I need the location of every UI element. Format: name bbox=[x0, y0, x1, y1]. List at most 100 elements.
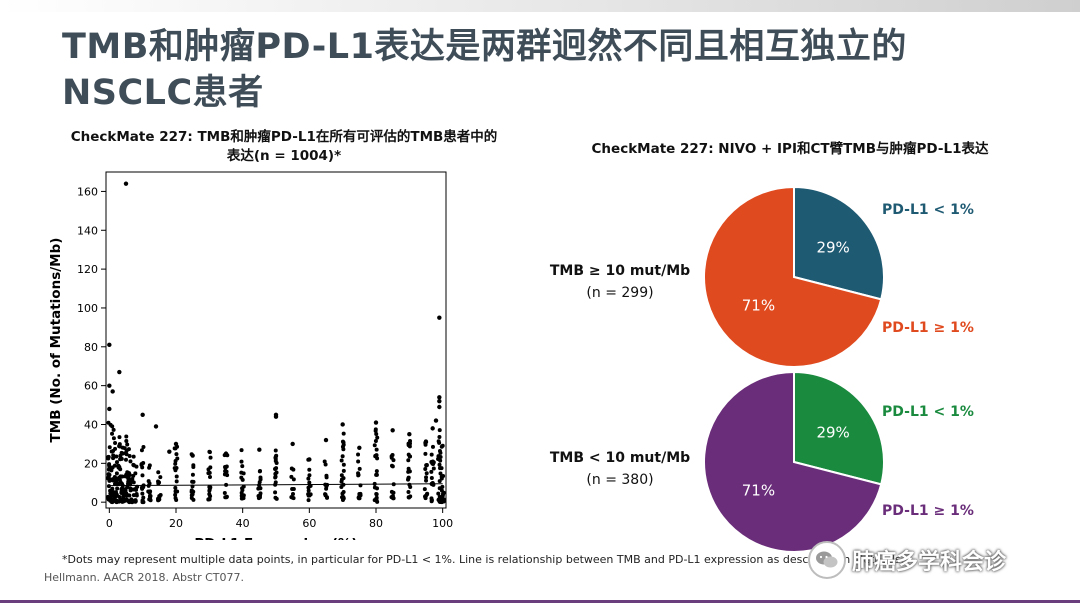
data-point bbox=[323, 492, 328, 497]
data-point bbox=[439, 444, 444, 449]
data-point bbox=[441, 499, 446, 504]
data-point bbox=[239, 448, 244, 453]
scatter-title: CheckMate 227: TMB和肿瘤PD-L1在所有可评估的TMB患者中的… bbox=[34, 128, 534, 166]
data-point bbox=[128, 459, 133, 464]
data-point bbox=[106, 496, 111, 501]
data-point bbox=[208, 465, 213, 470]
scatter-chart: 0 20 40 60 80 100 0 20 40 60 80 100 120 140 160 PD-L1 E… bbox=[48, 171, 453, 540]
data-point-outlier bbox=[190, 453, 195, 458]
data-point bbox=[437, 448, 442, 453]
data-point bbox=[436, 491, 441, 496]
data-point bbox=[139, 462, 144, 467]
data-point bbox=[114, 460, 119, 465]
data-point bbox=[140, 465, 145, 470]
data-point bbox=[110, 486, 115, 491]
data-point bbox=[110, 424, 115, 429]
data-point-outlier bbox=[437, 398, 442, 404]
watermark-text: 肺癌多学科会诊 bbox=[852, 550, 1007, 575]
data-point bbox=[174, 474, 179, 479]
data-point bbox=[339, 458, 344, 463]
wechat-icon bbox=[808, 541, 846, 579]
data-point bbox=[429, 452, 434, 457]
data-point bbox=[173, 485, 178, 490]
data-point bbox=[121, 494, 126, 499]
data-point bbox=[322, 459, 327, 464]
data-point bbox=[406, 469, 411, 474]
data-point bbox=[341, 489, 346, 494]
data-point-outlier bbox=[107, 406, 112, 412]
data-point-outlier bbox=[437, 395, 442, 400]
pie-slice bbox=[703, 370, 883, 553]
data-point bbox=[224, 494, 229, 499]
data-point bbox=[208, 494, 213, 499]
data-point bbox=[113, 490, 118, 495]
top-gradient-bar bbox=[0, 0, 1080, 12]
data-point bbox=[111, 453, 116, 458]
data-point bbox=[157, 497, 162, 502]
data-point bbox=[119, 456, 124, 461]
data-point bbox=[341, 468, 346, 473]
data-point bbox=[189, 489, 194, 494]
data-point bbox=[437, 462, 442, 467]
data-point bbox=[157, 494, 162, 499]
pie-slice-label: 29% bbox=[816, 424, 849, 442]
x-axis-label: PD-L1 Expression (%) bbox=[194, 536, 357, 540]
data-point bbox=[113, 479, 118, 484]
data-point bbox=[239, 459, 244, 464]
data-point bbox=[139, 448, 144, 453]
y-tick-label: 60 bbox=[84, 380, 98, 393]
data-point bbox=[291, 467, 296, 472]
y-tick-label: 160 bbox=[77, 185, 98, 198]
data-point bbox=[324, 484, 329, 489]
data-point bbox=[133, 487, 138, 492]
data-point bbox=[119, 490, 124, 495]
data-point bbox=[273, 480, 278, 485]
watermark: 肺癌多学科会诊 bbox=[808, 540, 1006, 580]
data-point bbox=[126, 447, 131, 452]
citation: Hellmann. AACR 2018. Abstr CT077. bbox=[44, 571, 244, 584]
data-point bbox=[373, 438, 378, 443]
data-point bbox=[131, 454, 136, 459]
data-point bbox=[119, 450, 124, 455]
data-point bbox=[341, 431, 346, 436]
data-point bbox=[441, 491, 446, 496]
data-point bbox=[174, 479, 179, 484]
data-point bbox=[222, 472, 227, 477]
data-point bbox=[223, 469, 228, 474]
y-tick-label: 20 bbox=[84, 457, 98, 470]
data-point bbox=[290, 495, 295, 500]
data-point bbox=[374, 472, 379, 477]
group-label-low-tmb-n: (n = 380) bbox=[586, 472, 654, 488]
data-point bbox=[422, 487, 427, 492]
data-point bbox=[289, 474, 294, 479]
data-point bbox=[106, 420, 111, 425]
pie-slice bbox=[793, 370, 885, 486]
data-point bbox=[158, 475, 163, 480]
data-point bbox=[307, 480, 312, 485]
x-tick-label: 80 bbox=[369, 517, 383, 530]
data-point bbox=[131, 462, 136, 467]
data-point bbox=[339, 484, 344, 489]
data-point bbox=[341, 447, 346, 452]
data-point bbox=[341, 442, 346, 447]
data-point bbox=[391, 496, 396, 501]
group-label-high-tmb: TMB ≥ 10 mut/Mb (n = 299) bbox=[530, 263, 710, 301]
data-point bbox=[408, 439, 413, 444]
data-point-outlier bbox=[153, 424, 159, 429]
data-point bbox=[374, 447, 379, 452]
data-point-outlier bbox=[430, 426, 435, 431]
data-point bbox=[173, 492, 178, 497]
data-point bbox=[356, 496, 361, 501]
y-axis-label: TMB (No. of Mutations/Mb) bbox=[48, 238, 64, 443]
data-point bbox=[274, 496, 279, 501]
data-point bbox=[141, 485, 146, 490]
data-point bbox=[241, 471, 246, 476]
data-point bbox=[127, 472, 132, 477]
data-point bbox=[148, 498, 153, 503]
legend-low-tmb-pdl1-high: PD-L1 ≥ 1% bbox=[882, 503, 974, 519]
data-point bbox=[429, 469, 434, 474]
y-tick-label: 80 bbox=[84, 341, 98, 354]
data-point bbox=[119, 487, 124, 492]
data-point bbox=[124, 438, 129, 443]
data-point-outlier bbox=[407, 431, 412, 437]
